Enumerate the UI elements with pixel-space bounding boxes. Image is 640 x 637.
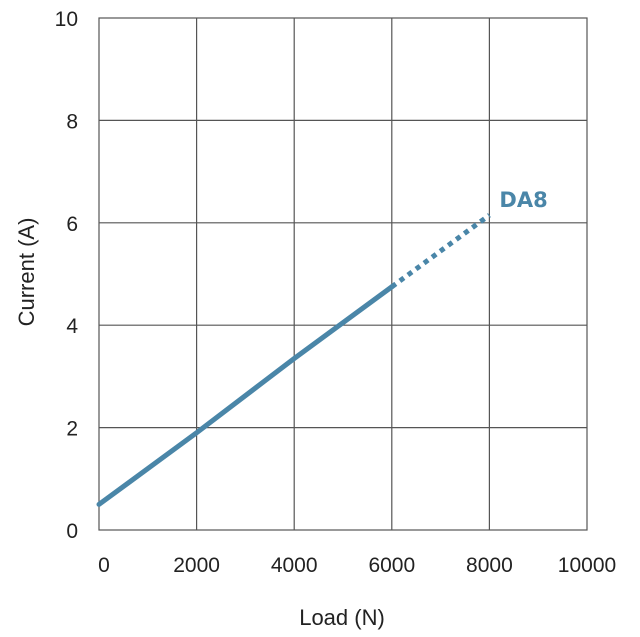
y-tick-label: 0 bbox=[66, 520, 78, 543]
y-tick-label: 2 bbox=[66, 418, 78, 441]
x-tick-label: 0 bbox=[98, 554, 110, 577]
y-tick-label: 10 bbox=[55, 8, 78, 31]
series-line-dotted bbox=[390, 213, 491, 289]
x-tick-label: 4000 bbox=[271, 554, 318, 577]
series-label: DA8 bbox=[499, 188, 547, 212]
x-tick-label: 6000 bbox=[368, 554, 415, 577]
x-tick-label: 10000 bbox=[558, 554, 616, 577]
y-tick-label: 8 bbox=[66, 110, 78, 133]
series-layer: DA8 bbox=[96, 188, 548, 507]
y-tick-label: 4 bbox=[66, 315, 78, 338]
y-tick-label: 6 bbox=[66, 213, 78, 236]
y-axis-title: Current (A) bbox=[14, 218, 39, 327]
series-line-solid bbox=[96, 284, 395, 507]
tick-labels: 0 2000 4000 6000 8000 10000 0 2 4 6 8 10 bbox=[55, 8, 617, 577]
x-tick-label: 8000 bbox=[466, 554, 513, 577]
x-axis-title: Load (N) bbox=[299, 605, 385, 630]
x-tick-label: 2000 bbox=[173, 554, 220, 577]
